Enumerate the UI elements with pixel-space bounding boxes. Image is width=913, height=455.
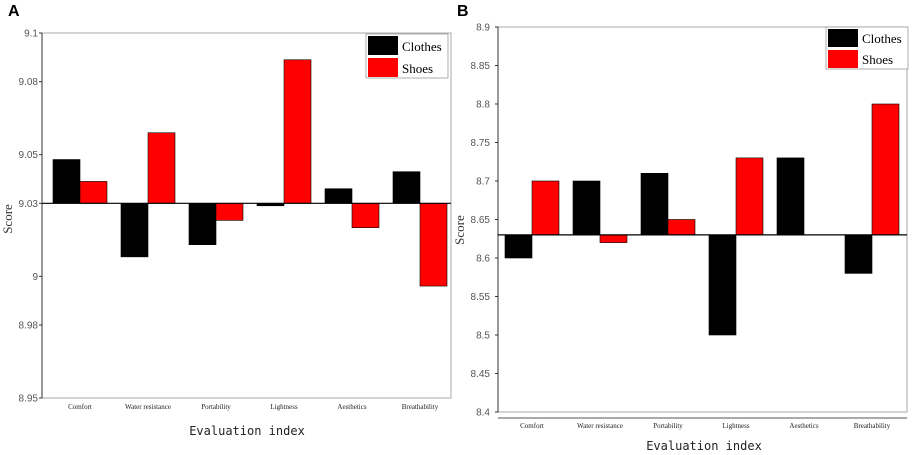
bar-shoes-comfort [79, 181, 108, 204]
y-tick-label: 8.85 [471, 61, 491, 72]
y-tick-label: 9.03 [19, 199, 39, 210]
chart-panel-b: 8.9 8.85 8.8 8.75 8.7 8.65 8.6 8.55 8.5 8.45 8.4 Co… [452, 23, 909, 453]
y-tick-label: 8.55 [471, 292, 491, 303]
y-tick-label: 8.75 [471, 138, 491, 149]
x-category-label: Comfort [520, 422, 544, 430]
panel-letter-b: B [457, 3, 469, 20]
x-category-label: Water resistance [577, 422, 623, 430]
x-axis-title: Evaluation index [646, 439, 762, 453]
chart-panel-a: 9.1 9.08 9.05 9.03 9 8.98 8.95 Comfort Water res… [0, 29, 452, 438]
bar-shoes-lightness [735, 157, 764, 236]
legend: Clothes Shoes [825, 26, 909, 70]
bar-clothes-aesthetics [776, 157, 805, 236]
y-tick-label: 8.95 [19, 394, 39, 405]
x-category-label: Lightness [270, 403, 297, 411]
x-category-label: Aesthetics [789, 422, 818, 430]
y-tick-label: 8.45 [471, 369, 491, 380]
y-axis-title: Score [0, 204, 15, 234]
bar-clothes-breathability [844, 234, 873, 274]
bar-clothes-lightness [708, 234, 737, 336]
bar-clothes-portability [640, 173, 669, 236]
legend: Clothes Shoes [365, 33, 449, 79]
y-tick-label: 9.1 [24, 29, 38, 40]
x-category-label: Lightness [722, 422, 749, 430]
y-tick-label: 8.4 [476, 408, 490, 419]
y-tick-label: 9.08 [19, 77, 39, 88]
legend-label-shoes: Shoes [862, 52, 893, 67]
legend-swatch-shoes [368, 58, 398, 77]
bar-clothes-portability [188, 203, 217, 245]
bar-clothes-water-resistance [572, 180, 601, 236]
bar-shoes-portability [215, 203, 244, 221]
panel-letter-a: A [8, 3, 20, 20]
y-tick-label: 8.98 [19, 321, 39, 332]
legend-label-clothes: Clothes [402, 39, 442, 54]
y-tick-label: 8.5 [476, 331, 490, 342]
bar-clothes-aesthetics [324, 188, 353, 204]
y-tick-label: 8.65 [471, 215, 491, 226]
x-category-label: Water resistance [125, 403, 171, 411]
x-category-label: Aesthetics [337, 403, 366, 411]
bar-shoes-comfort [531, 180, 560, 236]
bar-shoes-water-resistance [599, 234, 628, 243]
bar-shoes-water-resistance [147, 132, 176, 204]
bar-shoes-breathability [419, 203, 448, 287]
y-tick-label: 8.7 [476, 177, 490, 188]
bar-clothes-water-resistance [120, 203, 149, 258]
y-tick-label: 9 [32, 272, 38, 283]
bar-shoes-portability [667, 219, 696, 236]
x-category-label: Comfort [68, 403, 92, 411]
bar-clothes-breathability [392, 171, 421, 204]
x-category-label: Portability [201, 403, 231, 411]
bar-shoes-breathability [871, 103, 900, 236]
plot-frame [41, 32, 452, 399]
x-axis-title: Evaluation index [189, 424, 305, 438]
bar-shoes-aesthetics [351, 203, 380, 228]
y-tick-label: 8.9 [476, 23, 490, 34]
x-category-label: Portability [653, 422, 683, 430]
legend-label-shoes: Shoes [402, 61, 433, 76]
y-tick-label: 8.8 [476, 100, 490, 111]
bar-clothes-comfort [504, 234, 533, 259]
bar-shoes-lightness [283, 59, 312, 204]
x-category-label: Breathability [402, 403, 439, 411]
bar-clothes-comfort [52, 159, 81, 204]
legend-swatch-shoes [828, 50, 858, 68]
plot-frame [497, 26, 908, 413]
legend-swatch-clothes [368, 36, 398, 55]
x-category-label: Breathability [854, 422, 891, 430]
legend-swatch-clothes [828, 29, 858, 47]
y-tick-label: 9.05 [19, 150, 39, 161]
y-axis-title: Score [452, 215, 467, 245]
legend-label-clothes: Clothes [862, 31, 902, 46]
y-tick-label: 8.6 [476, 254, 490, 265]
